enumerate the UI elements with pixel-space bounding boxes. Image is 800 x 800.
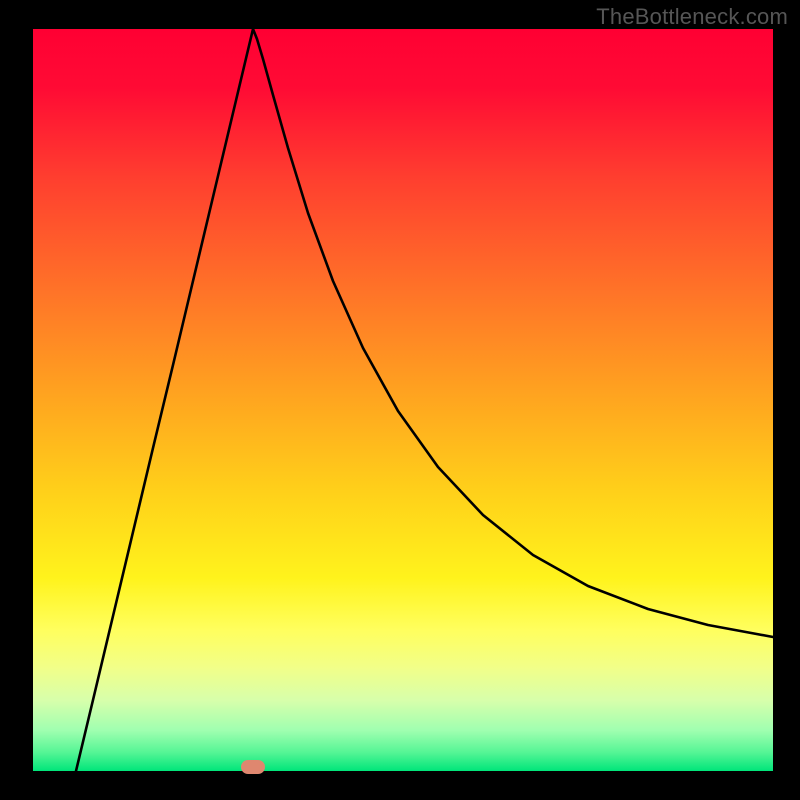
bottleneck-curve-chart: [0, 0, 800, 800]
watermark-text: TheBottleneck.com: [596, 4, 788, 30]
chart-container: TheBottleneck.com: [0, 0, 800, 800]
optimal-marker: [241, 760, 265, 774]
plot-area: [33, 29, 773, 771]
